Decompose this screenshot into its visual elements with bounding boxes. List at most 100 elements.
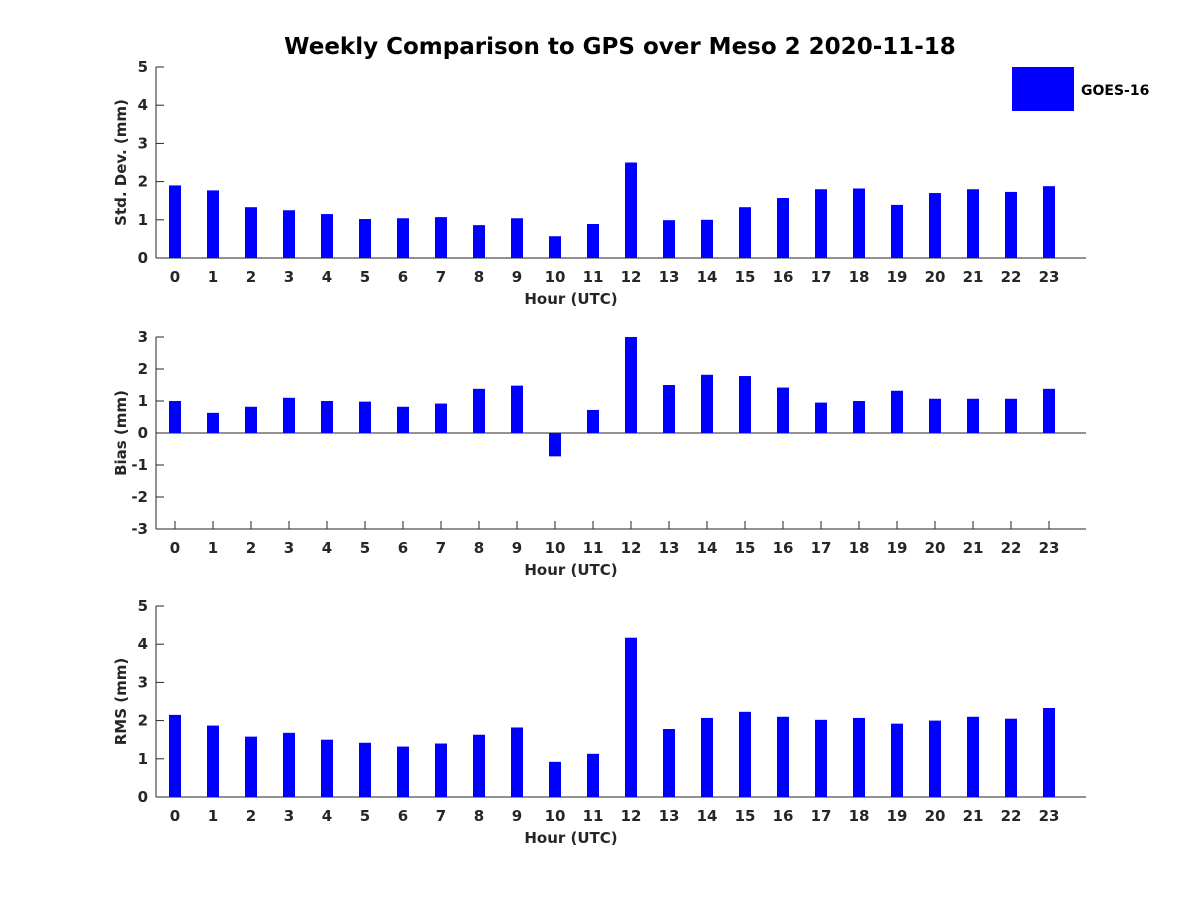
- bar-hour-11: [587, 753, 599, 797]
- x-tick-label: 2: [246, 807, 256, 825]
- x-tick-label: 10: [545, 268, 566, 286]
- bar-hour-17: [815, 719, 827, 797]
- bar-hour-18: [853, 188, 865, 258]
- legend-label-goes16: GOES-16: [1081, 83, 1149, 99]
- bar-hour-2: [245, 736, 257, 797]
- bar-hour-22: [1005, 718, 1017, 797]
- bar-hour-5: [359, 219, 371, 258]
- x-tick-label: 0: [170, 268, 180, 286]
- bar-hour-18: [853, 401, 865, 433]
- x-tick-label: 23: [1039, 539, 1060, 557]
- bar-hour-15: [739, 711, 751, 797]
- bar-hour-12: [625, 337, 637, 433]
- y-tick-label: -3: [131, 520, 148, 538]
- y-tick-label: 1: [138, 211, 148, 229]
- x-tick-label: 14: [697, 807, 718, 825]
- bar-hour-19: [891, 723, 903, 797]
- y-tick-label: 5: [138, 597, 148, 615]
- x-tick-label: 3: [284, 807, 294, 825]
- y-axis-label: Bias (mm): [112, 390, 130, 476]
- x-tick-label: 9: [512, 807, 522, 825]
- bar-hour-12: [625, 162, 637, 258]
- y-tick-label: -2: [131, 488, 148, 506]
- y-tick-label: 2: [138, 173, 148, 191]
- x-tick-label: 18: [849, 268, 870, 286]
- y-tick-label: 3: [138, 328, 148, 346]
- x-tick-label: 17: [811, 268, 832, 286]
- x-tick-label: 4: [322, 807, 332, 825]
- bar-hour-4: [321, 401, 333, 433]
- x-tick-label: 3: [284, 539, 294, 557]
- bar-hour-3: [283, 397, 295, 433]
- bar-hour-20: [929, 398, 941, 433]
- x-tick-label: 21: [963, 539, 984, 557]
- x-tick-label: 23: [1039, 807, 1060, 825]
- bar-hour-22: [1005, 191, 1017, 258]
- bar-hour-20: [929, 193, 941, 258]
- bar-hour-16: [777, 198, 789, 258]
- bar-hour-7: [435, 403, 447, 433]
- x-tick-label: 6: [398, 807, 408, 825]
- x-tick-label: 9: [512, 268, 522, 286]
- bar-hour-21: [967, 398, 979, 433]
- x-tick-label: 22: [1001, 807, 1022, 825]
- bar-hour-10: [549, 761, 561, 797]
- y-tick-label: 4: [138, 96, 148, 114]
- bar-hour-23: [1043, 186, 1055, 258]
- bar-hour-16: [777, 716, 789, 797]
- y-tick-label: 3: [138, 673, 148, 691]
- y-tick-label: 0: [138, 424, 148, 442]
- bar-hour-16: [777, 387, 789, 433]
- x-tick-label: 16: [773, 539, 794, 557]
- bar-hour-23: [1043, 388, 1055, 433]
- x-tick-label: 17: [811, 539, 832, 557]
- x-tick-label: 17: [811, 807, 832, 825]
- x-tick-label: 5: [360, 539, 370, 557]
- x-tick-label: 8: [474, 807, 484, 825]
- bar-hour-3: [283, 732, 295, 797]
- x-tick-label: 2: [246, 539, 256, 557]
- bar-hour-4: [321, 739, 333, 797]
- x-tick-label: 13: [659, 539, 680, 557]
- bar-hour-20: [929, 720, 941, 797]
- x-tick-label: 16: [773, 268, 794, 286]
- legend: GOES-16: [1012, 67, 1149, 111]
- x-tick-label: 2: [246, 268, 256, 286]
- bar-hour-9: [511, 385, 523, 433]
- x-tick-label: 19: [887, 807, 908, 825]
- x-tick-label: 8: [474, 268, 484, 286]
- bar-hour-1: [207, 725, 219, 797]
- bar-hour-4: [321, 214, 333, 258]
- bar-hour-17: [815, 189, 827, 258]
- x-tick-label: 11: [583, 268, 604, 286]
- x-tick-label: 13: [659, 268, 680, 286]
- bar-hour-19: [891, 390, 903, 433]
- bar-hour-9: [511, 727, 523, 797]
- bar-hour-1: [207, 412, 219, 433]
- bar-hour-21: [967, 716, 979, 797]
- x-tick-label: 4: [322, 268, 332, 286]
- y-tick-label: 0: [138, 788, 148, 806]
- y-tick-label: 5: [138, 58, 148, 76]
- bar-hour-11: [587, 409, 599, 433]
- bar-hour-13: [663, 220, 675, 258]
- y-tick-label: 2: [138, 712, 148, 730]
- x-tick-label: 13: [659, 807, 680, 825]
- y-tick-label: 1: [138, 750, 148, 768]
- bar-hour-0: [169, 401, 181, 433]
- x-tick-label: 1: [208, 268, 218, 286]
- bar-hour-15: [739, 376, 751, 433]
- bar-hour-18: [853, 717, 865, 797]
- x-tick-label: 11: [583, 807, 604, 825]
- legend-swatch-goes16: [1012, 67, 1074, 111]
- x-tick-label: 15: [735, 268, 756, 286]
- x-tick-label: 12: [621, 268, 642, 286]
- x-tick-label: 10: [545, 539, 566, 557]
- x-tick-label: 1: [208, 807, 218, 825]
- bar-hour-11: [587, 224, 599, 258]
- x-tick-label: 10: [545, 807, 566, 825]
- bar-hour-7: [435, 743, 447, 797]
